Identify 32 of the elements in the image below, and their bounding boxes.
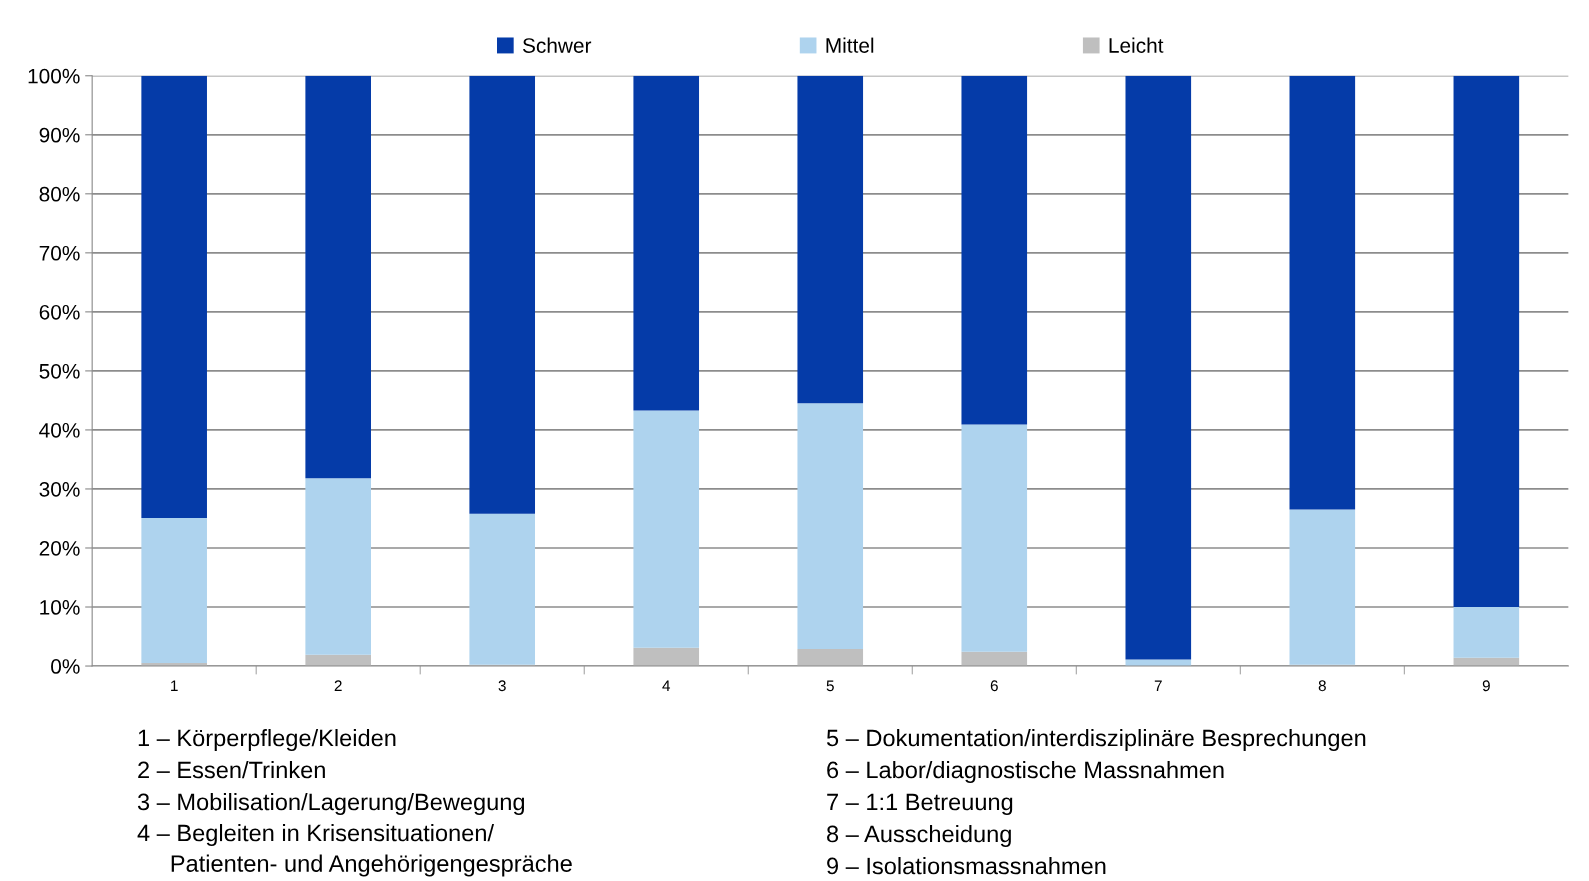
y-tick-label: 100% (28, 68, 80, 84)
text: 6 – Labor/diagnostische Massnahmen (827, 760, 1224, 784)
y-tick-label: 60% (39, 304, 80, 320)
x-tick-label: 8 (1318, 680, 1326, 692)
x-tick-label: 6 (990, 680, 998, 692)
legend-label: Mittel (826, 37, 874, 53)
text: 3 – Mobilisation/Lagerung/Bewegung (137, 792, 525, 816)
y-tick-label: 50% (39, 363, 80, 379)
x-tick-label: 1 (171, 680, 178, 691)
text: 2 – Essen/Trinken (138, 760, 325, 779)
y-tick-label: 40% (39, 422, 80, 438)
text: 9 – Isolationsmassnahmen (827, 856, 1106, 875)
x-tick-label: 2 (334, 680, 342, 691)
y-tick-label: 20% (39, 540, 80, 556)
x-tick-label: 9 (1482, 680, 1490, 692)
x-tick-label: 3 (498, 680, 506, 692)
legend-label: Leicht (1109, 37, 1164, 53)
y-tick-label: 10% (40, 600, 80, 615)
y-tick-label: 80% (39, 186, 80, 202)
text: 5 – Dokumentation/interdisziplinäre Besprechungen (826, 728, 1366, 752)
text: 4 – Begleiten in Krisensituationen/ Patienten- und Angehörigengespräche (137, 824, 572, 877)
x-tick-label: 7 (1154, 680, 1162, 691)
x-tick-label: 5 (826, 680, 834, 692)
text: 1 – Körperpflege/Kleiden (138, 728, 396, 752)
y-tick-label: 90% (39, 127, 80, 143)
y-tick-label: 30% (39, 481, 80, 497)
text: 8 – Ausscheidung (827, 824, 1011, 848)
legend-label: Schwer (522, 37, 592, 53)
y-tick-label: 0% (51, 659, 80, 674)
text: 7 – 1:1 Betreuung (827, 793, 1013, 816)
y-tick-label: 70% (39, 245, 80, 261)
x-tick-label: 4 (662, 680, 671, 691)
